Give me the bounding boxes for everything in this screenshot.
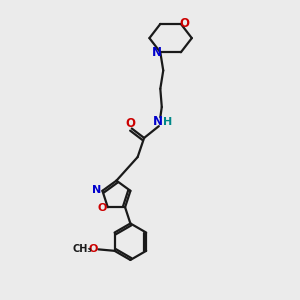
Text: CH₃: CH₃: [72, 244, 92, 254]
Text: O: O: [125, 117, 135, 130]
Text: O: O: [180, 17, 190, 31]
Text: N: N: [152, 46, 161, 59]
Text: H: H: [163, 117, 172, 127]
Text: N: N: [153, 115, 163, 128]
Text: O: O: [97, 203, 106, 213]
Text: N: N: [92, 185, 101, 195]
Text: O: O: [89, 244, 98, 254]
